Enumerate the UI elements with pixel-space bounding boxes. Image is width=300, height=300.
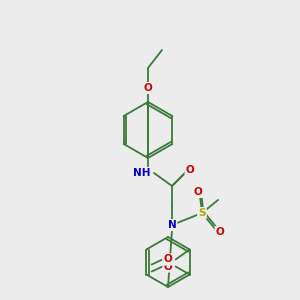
Text: O: O bbox=[163, 254, 172, 265]
Text: O: O bbox=[194, 187, 202, 197]
Text: O: O bbox=[186, 165, 194, 175]
Text: O: O bbox=[163, 262, 172, 272]
Text: O: O bbox=[216, 227, 224, 237]
Text: O: O bbox=[144, 83, 152, 93]
Text: N: N bbox=[168, 220, 176, 230]
Text: NH: NH bbox=[133, 168, 151, 178]
Text: S: S bbox=[198, 208, 206, 218]
